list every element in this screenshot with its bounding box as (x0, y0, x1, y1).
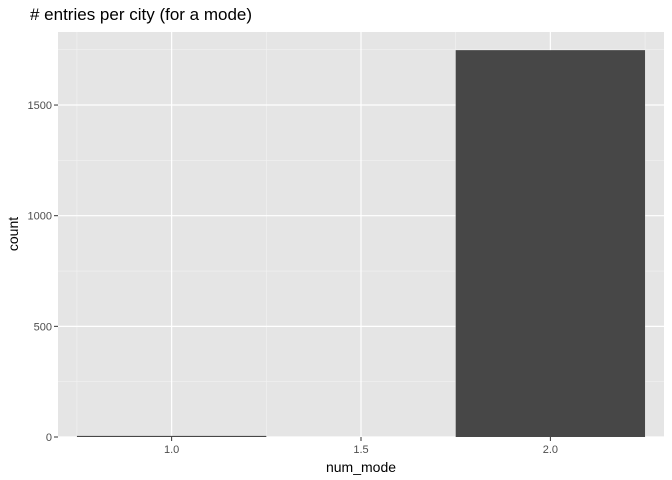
bar (455, 50, 646, 437)
bar (76, 435, 267, 437)
x-axis-ticks: 1.0 1.5 2.0 (164, 437, 558, 456)
y-tick-label: 1000 (28, 211, 52, 223)
y-tick-label: 0 (46, 432, 52, 444)
y-tick-label: 1500 (28, 100, 52, 112)
y-tick-label: 500 (34, 321, 52, 333)
x-axis-title: num_mode (326, 459, 396, 475)
y-axis-ticks: 0 500 1000 1500 (28, 100, 58, 444)
y-axis-title: count (5, 217, 21, 251)
x-tick-label: 2.0 (543, 444, 558, 456)
x-tick-label: 1.5 (353, 444, 368, 456)
chart-title: # entries per city (for a mode) (30, 5, 252, 24)
bars (76, 50, 646, 437)
x-tick-label: 1.0 (164, 444, 179, 456)
